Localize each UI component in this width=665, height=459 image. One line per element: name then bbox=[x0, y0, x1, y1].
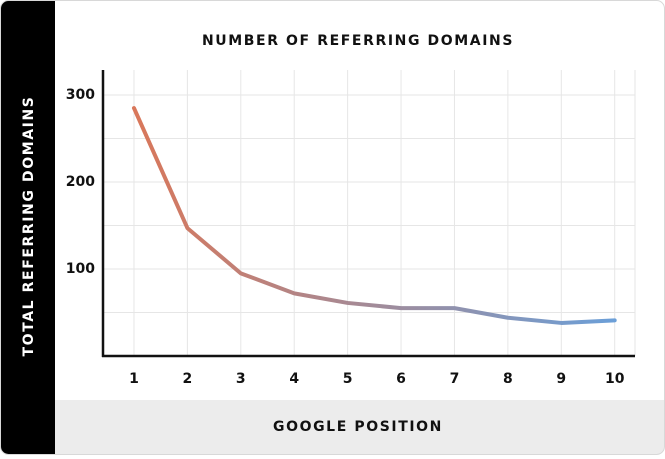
x-axis-label: GOOGLE POSITION bbox=[273, 419, 443, 435]
bottom-band bbox=[55, 400, 665, 455]
x-tick-label: 3 bbox=[236, 371, 246, 387]
x-tick-label: 8 bbox=[503, 371, 513, 387]
x-tick-label: 5 bbox=[343, 371, 353, 387]
y-axis-label: TOTAL REFERRING DOMAINS bbox=[21, 96, 37, 357]
chart-title: NUMBER OF REFERRING DOMAINS bbox=[202, 33, 514, 49]
x-tick-label: 6 bbox=[396, 371, 406, 387]
plot: 100 200 300 1 2 3 4 5 6 7 8 9 10 bbox=[66, 70, 636, 387]
x-tick-label: 9 bbox=[556, 371, 566, 387]
x-tick-label: 1 bbox=[129, 371, 139, 387]
side-band bbox=[0, 0, 55, 455]
x-tick-label: 7 bbox=[450, 371, 460, 387]
x-tick-label: 4 bbox=[289, 371, 299, 387]
y-tick-label: 200 bbox=[66, 174, 95, 190]
x-tick-label: 2 bbox=[183, 371, 193, 387]
line bbox=[131, 106, 617, 325]
y-tick-label: 300 bbox=[66, 87, 95, 103]
y-tick-label: 100 bbox=[66, 261, 95, 277]
x-tick-label: 10 bbox=[605, 371, 625, 387]
